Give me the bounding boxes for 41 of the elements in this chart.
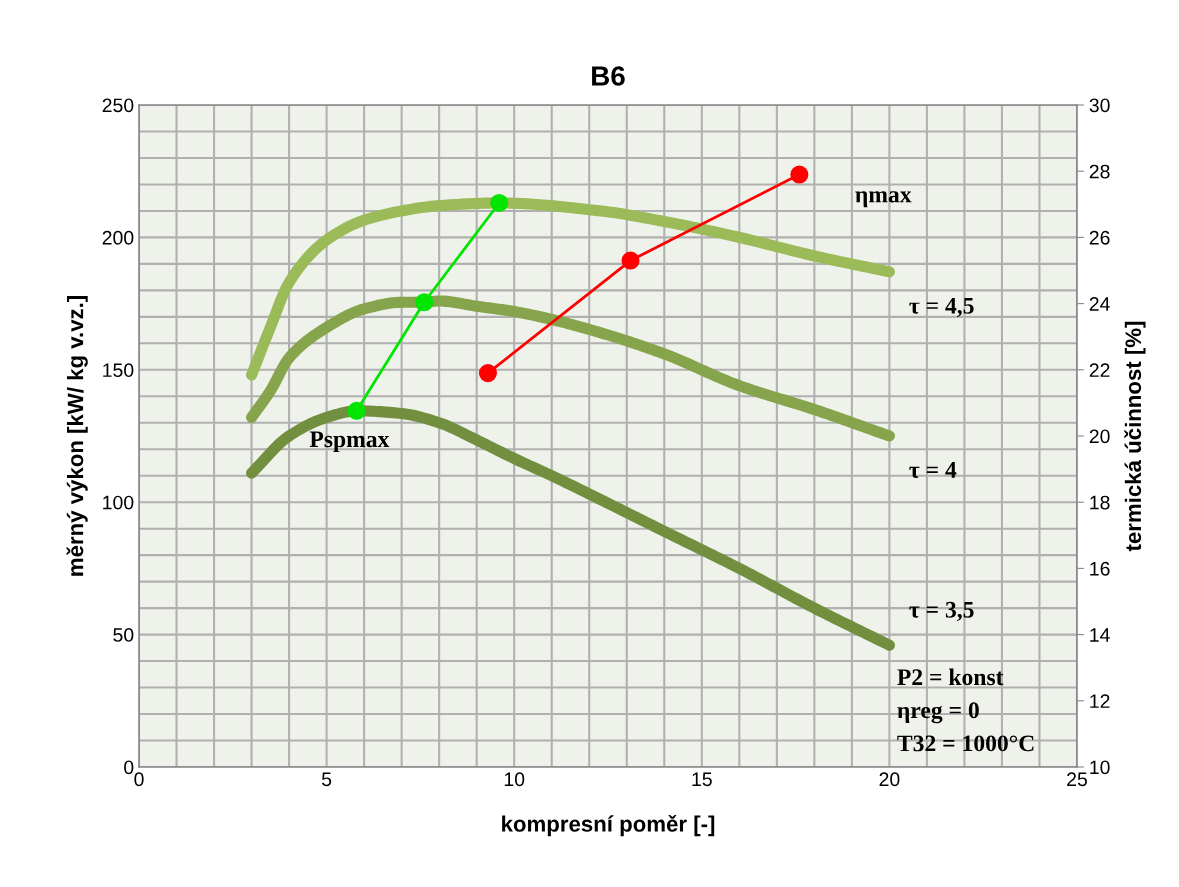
y2-axis-title: termická účinnost [%]	[1124, 321, 1146, 552]
x-tick-label: 0	[134, 772, 144, 787]
x-tick-label: 25	[1067, 772, 1087, 787]
chart-title: B6	[592, 66, 625, 86]
x-tick-label: 20	[879, 772, 900, 787]
series-label: τ = 4	[909, 462, 957, 478]
series-label: τ = 4,5	[909, 297, 974, 318]
x-axis-title: kompresní poměr [-]	[502, 814, 715, 837]
y2-tick-label: 24	[1089, 297, 1110, 311]
y2-tick-label: 12	[1090, 694, 1110, 708]
y2-tick-label: 28	[1089, 164, 1110, 179]
y-tick-label: 250	[102, 98, 134, 113]
annotation: T32 = 1000°C	[897, 735, 1034, 752]
y2-tick-label: 18	[1090, 495, 1110, 510]
y2-tick-label: 16	[1090, 561, 1110, 576]
x-tick-label: 15	[692, 772, 712, 787]
annotation: P2 = konst	[897, 668, 1004, 686]
y-tick-label: 0	[124, 760, 134, 775]
y-tick-label: 200	[102, 230, 134, 245]
y2-tick-label: 22	[1089, 363, 1110, 377]
y2-tick-label: 14	[1090, 628, 1110, 642]
y2-tick-label: 20	[1089, 429, 1110, 444]
y2-tick-label: 30	[1089, 98, 1110, 113]
text: ηmax	[855, 191, 912, 208]
y-axis-title: měrný výkon [kW/ kg v.vz.]	[66, 296, 88, 576]
x-tick-label: 5	[321, 772, 332, 787]
point	[478, 364, 497, 383]
point	[790, 165, 809, 184]
y-tick-label: 150	[103, 363, 134, 378]
point	[490, 193, 509, 213]
annotation: ηreg = 0	[897, 702, 979, 724]
y-tick-label: 100	[103, 495, 134, 510]
series-label: Pspmax	[309, 431, 390, 452]
x-tick-label: 10	[504, 772, 525, 787]
y-tick-label: 50	[113, 628, 134, 642]
point	[415, 293, 434, 312]
point	[347, 401, 366, 420]
y2-tick-label: 26	[1089, 230, 1110, 245]
series-label: τ = 3,5	[909, 601, 974, 622]
y2-tick-label: 10	[1090, 760, 1110, 775]
point	[621, 251, 640, 270]
